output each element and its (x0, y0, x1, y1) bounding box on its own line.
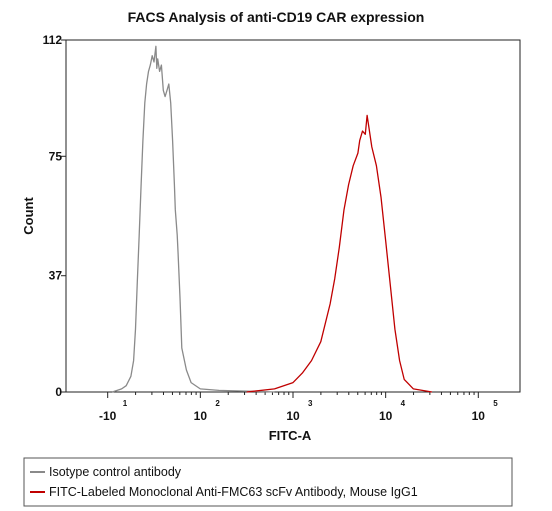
legend-label-isotype: Isotype control antibody (49, 465, 182, 479)
x-tick-label: 10 5 (472, 399, 499, 423)
x-tick-label: 10 2 (194, 399, 221, 423)
chart-title: FACS Analysis of anti-CD19 CAR expressio… (128, 9, 425, 25)
x-tick-exponent: 5 (493, 399, 498, 408)
x-axis: -10 1 10 2 10 3 10 4 10 5 (99, 392, 498, 423)
x-axis-label: FITC-A (269, 428, 312, 443)
y-tick-label: 75 (49, 149, 63, 163)
x-tick-base: 10 (286, 409, 300, 423)
x-tick-exponent: 4 (401, 399, 406, 408)
y-tick-label: 112 (43, 33, 63, 47)
x-tick-exponent: 1 (123, 399, 128, 408)
y-axis: 0 37 75 112 (43, 33, 66, 399)
x-tick-label: -10 1 (99, 399, 128, 423)
x-tick-base: 10 (194, 409, 208, 423)
y-axis-label: Count (21, 197, 36, 235)
legend-label-fitc: FITC-Labeled Monoclonal Anti-FMC63 scFv … (49, 485, 418, 499)
x-tick-base: -10 (99, 409, 117, 423)
isotype-histogram-line (112, 45, 275, 393)
series-layer (112, 45, 433, 393)
x-tick-base: 10 (472, 409, 486, 423)
x-tick-label: 10 4 (379, 399, 406, 423)
legend-box (23, 457, 513, 507)
x-tick-base: 10 (379, 409, 393, 423)
fitc-histogram-line (246, 114, 433, 393)
legend: Isotype control antibody FITC-Labeled Mo… (23, 457, 513, 507)
x-tick-exponent: 3 (308, 399, 313, 408)
x-tick-label: 10 3 (286, 399, 313, 423)
plot-frame (65, 39, 521, 393)
y-tick-label: 37 (49, 269, 63, 283)
x-tick-exponent: 2 (215, 399, 220, 408)
y-tick-label: 0 (55, 385, 62, 399)
